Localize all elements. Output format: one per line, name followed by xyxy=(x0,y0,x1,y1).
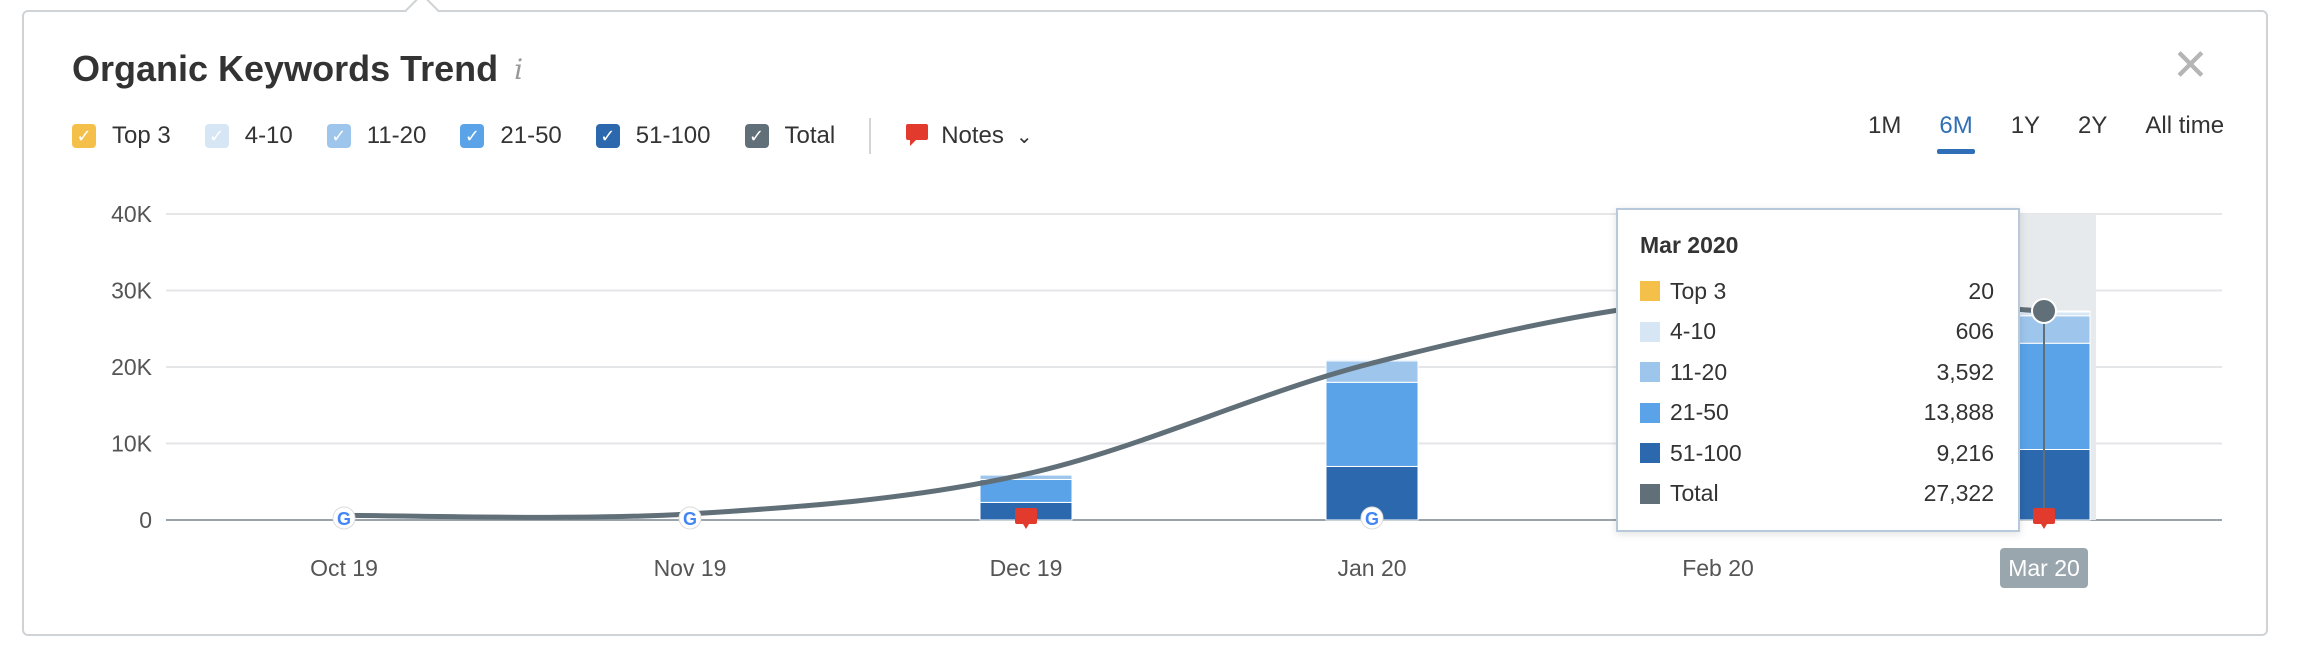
legend-21-50[interactable]: ✓ 21-50 xyxy=(460,122,562,150)
icon-glyph: G xyxy=(683,509,697,529)
checkbox-icon[interactable]: ✓ xyxy=(204,124,229,148)
tooltip-row: 51-100 9,216 xyxy=(1640,433,1994,474)
speech-bubble-icon xyxy=(906,124,929,146)
note-icon xyxy=(1015,508,1037,529)
tooltip-value: 3,592 xyxy=(1936,358,1994,385)
range-all-time[interactable]: All time xyxy=(2145,112,2225,139)
tooltip-value: 9,216 xyxy=(1936,439,1994,466)
tooltip-label: 51-100 xyxy=(1670,439,1742,466)
legend-label: 51-100 xyxy=(635,122,711,149)
range-6m[interactable]: 6M xyxy=(1937,112,1976,154)
x-tick-label: Feb 20 xyxy=(1682,555,1754,581)
legend: ✓ Top 3 ✓ 4-10 ✓ 11-20 ✓ 21-50 ✓ 51-100 … xyxy=(72,118,1033,154)
tooltip-label: 4-10 xyxy=(1670,318,1717,345)
notes-label: Notes xyxy=(941,122,1004,149)
tooltip-row: 4-10 606 xyxy=(1640,312,1994,353)
date-range-tabs: 1M 6M 1Y 2Y All time xyxy=(1868,112,2224,154)
y-tick-label: 0 xyxy=(139,507,152,533)
y-tick-label: 40K xyxy=(111,201,153,227)
legend-4-10[interactable]: ✓ 4-10 xyxy=(204,122,293,150)
chart-tooltip: Mar 2020 Top 3 20 4-10 606 11-20 3,592 2… xyxy=(1616,208,2020,532)
legend-label: Total xyxy=(784,122,836,149)
total-point xyxy=(2031,297,2057,324)
y-tick-label: 20K xyxy=(111,354,153,380)
notes-dropdown[interactable]: Notes ⌄ xyxy=(905,122,1033,150)
tooltip-value: 27,322 xyxy=(1923,480,1994,507)
widget-title: Organic Keywords Trend xyxy=(72,48,499,89)
tooltip-value: 606 xyxy=(1955,318,1994,345)
widget-title-row: Organic Keywords Trend i xyxy=(72,48,523,90)
tooltip-swatch xyxy=(1640,443,1660,464)
tooltip-label: Total xyxy=(1670,480,1719,507)
checkbox-icon[interactable]: ✓ xyxy=(595,124,620,148)
range-1m[interactable]: 1M xyxy=(1868,112,1902,139)
checkbox-icon[interactable]: ✓ xyxy=(460,124,485,148)
icon-bg xyxy=(678,506,702,530)
icon-bg xyxy=(332,506,356,530)
legend-label: 21-50 xyxy=(500,122,562,149)
note-bubble xyxy=(1015,508,1037,529)
range-1y[interactable]: 1Y xyxy=(2010,112,2041,139)
bar-segment xyxy=(1325,381,1419,467)
x-tick-label: Mar 20 xyxy=(2008,555,2080,581)
close-icon[interactable]: ✕ xyxy=(2172,41,2209,90)
legend-top3[interactable]: ✓ Top 3 xyxy=(72,122,171,150)
note-bubble xyxy=(2033,508,2055,529)
tooltip-swatch xyxy=(1640,402,1660,423)
tooltip-value: 13,888 xyxy=(1923,399,1994,426)
tooltip-swatch xyxy=(1640,281,1660,302)
tooltip-row: 21-50 13,888 xyxy=(1640,393,1994,434)
legend-label: 4-10 xyxy=(244,122,293,149)
google-update-icon: G xyxy=(678,506,702,530)
y-tick-label: 30K xyxy=(111,278,153,304)
y-tick-label: 10K xyxy=(111,431,153,457)
range-2y[interactable]: 2Y xyxy=(2078,112,2108,139)
legend-label: Top 3 xyxy=(112,122,171,149)
icon-glyph: G xyxy=(1365,509,1379,529)
tooltip-label: 11-20 xyxy=(1670,358,1728,385)
x-tick-label: Dec 19 xyxy=(990,555,1063,581)
tooltip-swatch xyxy=(1640,483,1660,504)
tooltip-row: 11-20 3,592 xyxy=(1640,352,1994,393)
legend-total[interactable]: ✓ Total xyxy=(744,122,836,150)
google-update-icon: G xyxy=(332,506,356,530)
note-icon xyxy=(2033,508,2055,529)
icon-glyph: G xyxy=(337,509,351,529)
x-tick-label: Jan 20 xyxy=(1337,555,1406,581)
tooltip-swatch xyxy=(1640,362,1660,383)
tooltip-row: Total 27,322 xyxy=(1640,474,1994,515)
tooltip-title: Mar 2020 xyxy=(1640,232,1739,258)
tooltip-label: 21-50 xyxy=(1670,399,1729,426)
x-tick-label: Oct 19 xyxy=(310,555,378,581)
tooltip-value: 20 xyxy=(1968,277,1994,304)
x-tick-highlight xyxy=(2000,548,2088,588)
google-update-icon: G xyxy=(1360,506,1384,530)
checkbox-icon[interactable]: ✓ xyxy=(744,124,769,148)
info-icon[interactable]: i xyxy=(514,52,524,86)
legend-51-100[interactable]: ✓ 51-100 xyxy=(595,122,711,150)
legend-label: 11-20 xyxy=(366,122,427,149)
x-tick-label: Nov 19 xyxy=(654,555,727,581)
legend-11-20[interactable]: ✓ 11-20 xyxy=(326,122,427,150)
checkbox-icon[interactable]: ✓ xyxy=(72,124,96,148)
checkbox-icon[interactable]: ✓ xyxy=(326,124,351,148)
tooltip-swatch xyxy=(1640,321,1660,342)
chevron-down-icon: ⌄ xyxy=(1015,125,1033,148)
icon-bg xyxy=(1360,506,1384,530)
tooltip-row: Top 3 20 xyxy=(1640,271,1994,312)
legend-divider xyxy=(869,118,872,154)
tooltip-label: Top 3 xyxy=(1670,277,1727,304)
